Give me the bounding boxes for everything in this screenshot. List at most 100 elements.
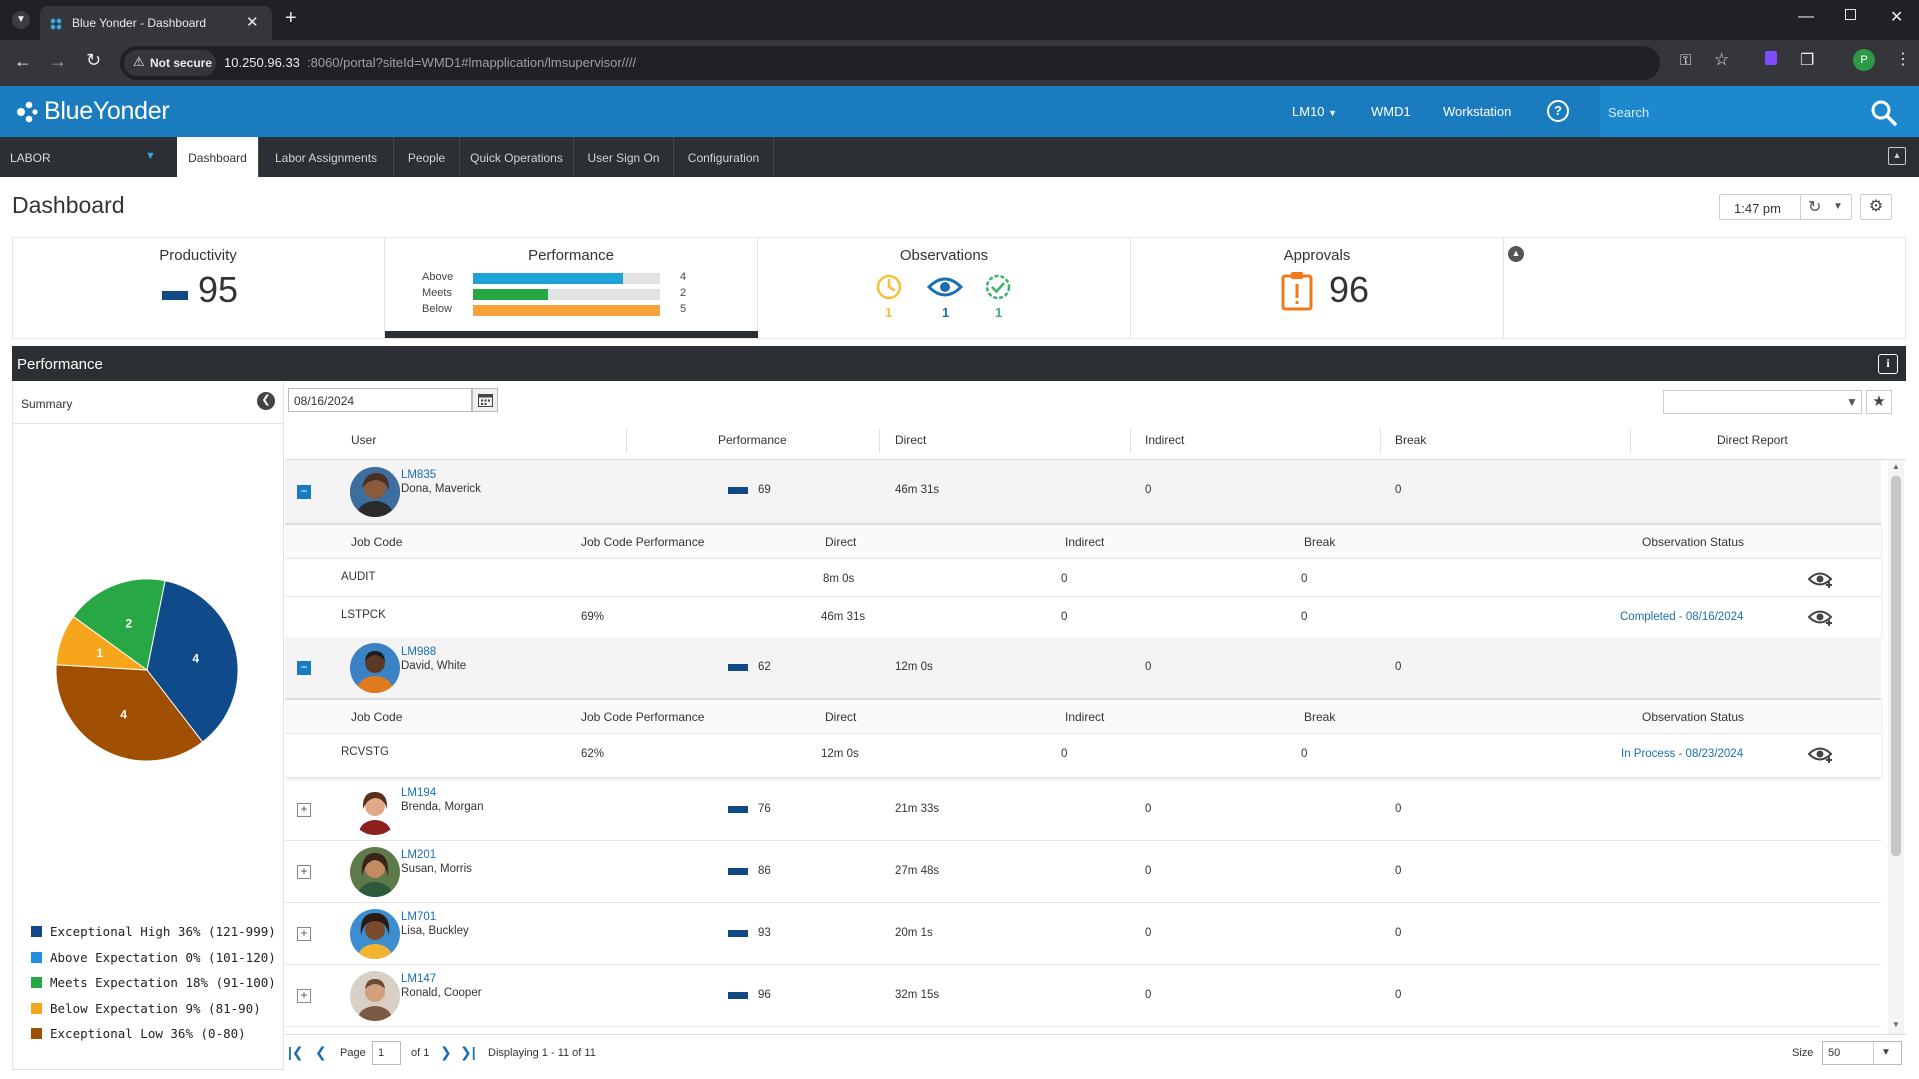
- legend-item[interactable]: Meets Expectation 18% (91-100): [31, 975, 276, 991]
- table-row[interactable]: + LM201 Susan, Morris 86 27m 48s 0 0: [285, 842, 1881, 903]
- user-id-link[interactable]: LM988: [401, 646, 437, 658]
- job-row[interactable]: AUDIT 8m 0s 0 0: [285, 559, 1881, 597]
- productivity-widget[interactable]: Productivity 95: [12, 237, 385, 339]
- grid-scrollbar[interactable]: ▲ ▼: [1888, 460, 1904, 1034]
- restore-window-icon[interactable]: [1845, 9, 1856, 20]
- legend-item[interactable]: Exceptional High 36% (121-999): [31, 924, 276, 940]
- user-menu[interactable]: LM10 ▼: [1292, 104, 1337, 119]
- clock-icon[interactable]: [875, 273, 903, 301]
- brand-name[interactable]: BlueYonder: [44, 97, 170, 125]
- page-input[interactable]: 1: [372, 1041, 401, 1065]
- observe-eye-plus-icon[interactable]: [1808, 746, 1834, 764]
- legend-item[interactable]: Below Expectation 9% (81-90): [31, 1001, 271, 1017]
- eye-icon[interactable]: [927, 275, 963, 299]
- collapse-header-icon[interactable]: ▲: [1888, 147, 1906, 165]
- next-page-icon[interactable]: ❯: [440, 1044, 452, 1060]
- expand-row-icon[interactable]: +: [297, 927, 311, 941]
- table-row[interactable]: + LM147 Ronald, Cooper 96 32m 15s 0 0: [285, 966, 1881, 1027]
- first-page-icon[interactable]: |❮: [288, 1044, 304, 1060]
- new-tab-icon[interactable]: +: [285, 7, 297, 29]
- last-page-icon[interactable]: ❯|: [460, 1044, 476, 1060]
- table-row[interactable]: + LM194 Brenda, Morgan 76 21m 33s 0 0: [285, 780, 1881, 841]
- address-bar[interactable]: ⚠ Not secure 10.250.96.33 :8060/portal?s…: [120, 46, 1660, 80]
- scroll-down-icon[interactable]: ▼: [1892, 1020, 1900, 1029]
- user-id-link[interactable]: LM701: [401, 911, 437, 923]
- date-field[interactable]: 08/16/2024: [288, 388, 472, 412]
- user-id-link[interactable]: LM194: [401, 787, 437, 799]
- tab-configuration[interactable]: Configuration: [674, 137, 774, 177]
- security-chip[interactable]: ⚠ Not secure: [124, 50, 216, 76]
- tab-quick-operations[interactable]: Quick Operations: [460, 137, 574, 177]
- collapse-summary-icon[interactable]: ❮: [257, 392, 275, 410]
- collapse-row-icon[interactable]: −: [297, 661, 311, 675]
- page-size-select[interactable]: 50 ▼: [1822, 1041, 1902, 1065]
- favorite-star-icon[interactable]: ★: [1866, 390, 1892, 414]
- refresh-interval-dropdown-icon[interactable]: ▼: [1833, 201, 1843, 212]
- settings-gear-icon[interactable]: ⚙: [1860, 194, 1892, 220]
- legend-item[interactable]: Exceptional Low 36% (0-80): [31, 1026, 271, 1042]
- tab-search-icon[interactable]: ▼: [12, 11, 30, 29]
- site-selector[interactable]: WMD1: [1371, 104, 1411, 119]
- user-id-link[interactable]: LM835: [401, 469, 437, 481]
- column-header-performance[interactable]: Performance: [718, 433, 787, 447]
- legend-item[interactable]: Above Expectation 0% (101-120): [31, 950, 276, 966]
- tab-dashboard[interactable]: Dashboard: [177, 137, 259, 177]
- table-row[interactable]: + LM701 Lisa, Buckley 93 20m 1s 0 0: [285, 904, 1881, 965]
- approvals-widget[interactable]: Approvals 96: [1131, 237, 1504, 339]
- table-row[interactable]: − LM835 Dona, Maverick 69 46m 31s 0 0: [285, 460, 1881, 523]
- collapse-row-icon[interactable]: −: [297, 485, 311, 499]
- info-icon[interactable]: i: [1878, 354, 1898, 374]
- observation-status-link[interactable]: In Process - 08/23/2024: [1621, 748, 1744, 760]
- module-selector[interactable]: LABOR ▼: [0, 137, 168, 177]
- refresh-icon[interactable]: ↻: [1808, 199, 1822, 216]
- expand-row-icon[interactable]: +: [297, 865, 311, 879]
- search-icon[interactable]: [1870, 99, 1898, 127]
- calendar-icon[interactable]: [472, 388, 498, 412]
- performance-widget[interactable]: Performance Above 4 Meets 2 Below 5: [385, 237, 758, 339]
- tab-people[interactable]: People: [394, 137, 460, 177]
- column-header-direct[interactable]: Direct: [895, 433, 927, 447]
- observe-eye-plus-icon[interactable]: [1808, 609, 1834, 627]
- close-window-icon[interactable]: ✕: [1890, 9, 1904, 26]
- collapse-widgets-icon[interactable]: ▲: [1508, 246, 1524, 262]
- expand-row-icon[interactable]: +: [297, 803, 311, 817]
- pie-slice[interactable]: [55, 664, 204, 762]
- bookmark-star-icon[interactable]: ☆: [1714, 50, 1730, 69]
- reload-icon[interactable]: ↻: [86, 50, 102, 70]
- minimize-window-icon[interactable]: —: [1798, 8, 1814, 25]
- user-id-link[interactable]: LM201: [401, 849, 437, 861]
- expand-row-icon[interactable]: +: [297, 989, 311, 1003]
- browser-tab[interactable]: Blue Yonder - Dashboard ✕: [40, 6, 272, 40]
- observe-eye-plus-icon[interactable]: [1808, 571, 1834, 589]
- search-input[interactable]: [1608, 99, 1858, 125]
- observation-status-link[interactable]: Completed - 08/16/2024: [1620, 611, 1744, 623]
- workstation-link[interactable]: Workstation: [1443, 104, 1512, 119]
- observations-widget[interactable]: Observations 1 1 1: [758, 237, 1131, 339]
- filter-funnel-icon[interactable]: ▼: [1846, 395, 1858, 409]
- column-header-indirect[interactable]: Indirect: [1145, 433, 1185, 447]
- close-tab-icon[interactable]: ✕: [246, 14, 259, 31]
- tab-user-sign-on[interactable]: User Sign On: [574, 137, 674, 177]
- extension-icon[interactable]: [1765, 51, 1777, 65]
- user-id-link[interactable]: LM147: [401, 973, 437, 985]
- scroll-up-icon[interactable]: ▲: [1892, 462, 1900, 471]
- search-box[interactable]: [1600, 86, 1919, 137]
- browser-menu-icon[interactable]: ⋮: [1895, 51, 1911, 68]
- job-row[interactable]: LSTPCK 69% 46m 31s 0 0 Completed - 08/16…: [285, 597, 1881, 635]
- profile-avatar[interactable]: P: [1853, 49, 1875, 71]
- column-header-break[interactable]: Break: [1395, 433, 1427, 447]
- back-icon[interactable]: ←: [14, 51, 32, 71]
- pie-slice[interactable]: [72, 578, 166, 671]
- table-row[interactable]: − LM988 David, White 62 12m 0s 0 0: [285, 637, 1881, 698]
- column-header-direct-report[interactable]: Direct Report: [1717, 433, 1788, 447]
- tab-labor-assignments[interactable]: Labor Assignments: [259, 137, 394, 177]
- column-header-user[interactable]: User: [351, 433, 377, 447]
- completed-check-icon[interactable]: [984, 273, 1012, 301]
- grid-filter-input[interactable]: ▼: [1663, 390, 1862, 414]
- previous-page-icon[interactable]: ❮: [315, 1044, 327, 1060]
- pie-slice[interactable]: [146, 580, 239, 743]
- job-row[interactable]: RCVSTG 62% 12m 0s 0 0 In Process - 08/23…: [285, 734, 1881, 774]
- scrollbar-thumb[interactable]: [1891, 476, 1901, 856]
- forward-icon[interactable]: →: [49, 51, 67, 71]
- extensions-puzzle-icon[interactable]: ❐: [1800, 52, 1815, 69]
